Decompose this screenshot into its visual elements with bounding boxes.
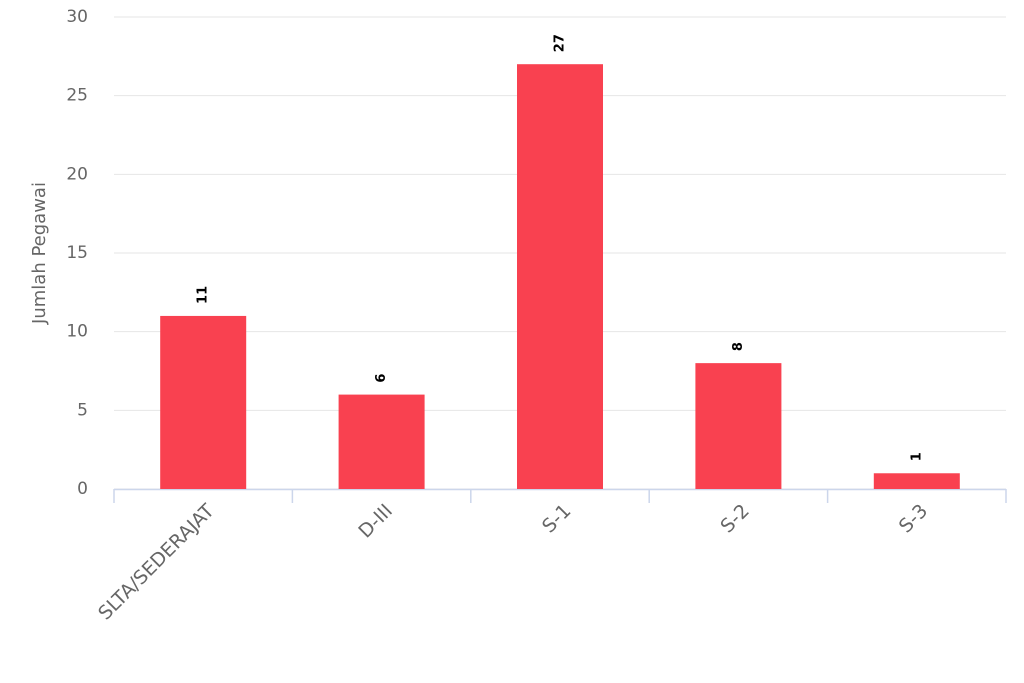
data-label: 27 xyxy=(553,34,568,52)
data-label: 1 xyxy=(909,452,924,461)
bar xyxy=(517,64,603,489)
x-tick-label: S-2 xyxy=(716,500,753,537)
data-label: 6 xyxy=(374,374,389,383)
x-tick-label: S-1 xyxy=(538,500,575,537)
y-tick-label: 15 xyxy=(66,243,88,263)
data-label: 8 xyxy=(731,342,746,351)
y-tick-label: 30 xyxy=(66,7,88,27)
data-label: 11 xyxy=(196,286,211,304)
x-tick-label: D-III xyxy=(354,500,397,543)
bar xyxy=(338,394,425,489)
x-tick-label: S-3 xyxy=(895,500,932,537)
y-tick-label: 20 xyxy=(66,164,88,184)
y-tick-label: 25 xyxy=(66,86,88,106)
bar xyxy=(695,363,782,489)
y-tick-label: 0 xyxy=(77,479,88,499)
y-tick-label: 10 xyxy=(66,322,88,342)
x-tick-label: SLTA/SEDERAJAT xyxy=(94,500,219,625)
y-tick-label: 5 xyxy=(77,400,88,420)
bar xyxy=(873,473,960,489)
bar xyxy=(160,315,247,489)
y-axis-title: Jumlah Pegawai xyxy=(29,182,50,325)
